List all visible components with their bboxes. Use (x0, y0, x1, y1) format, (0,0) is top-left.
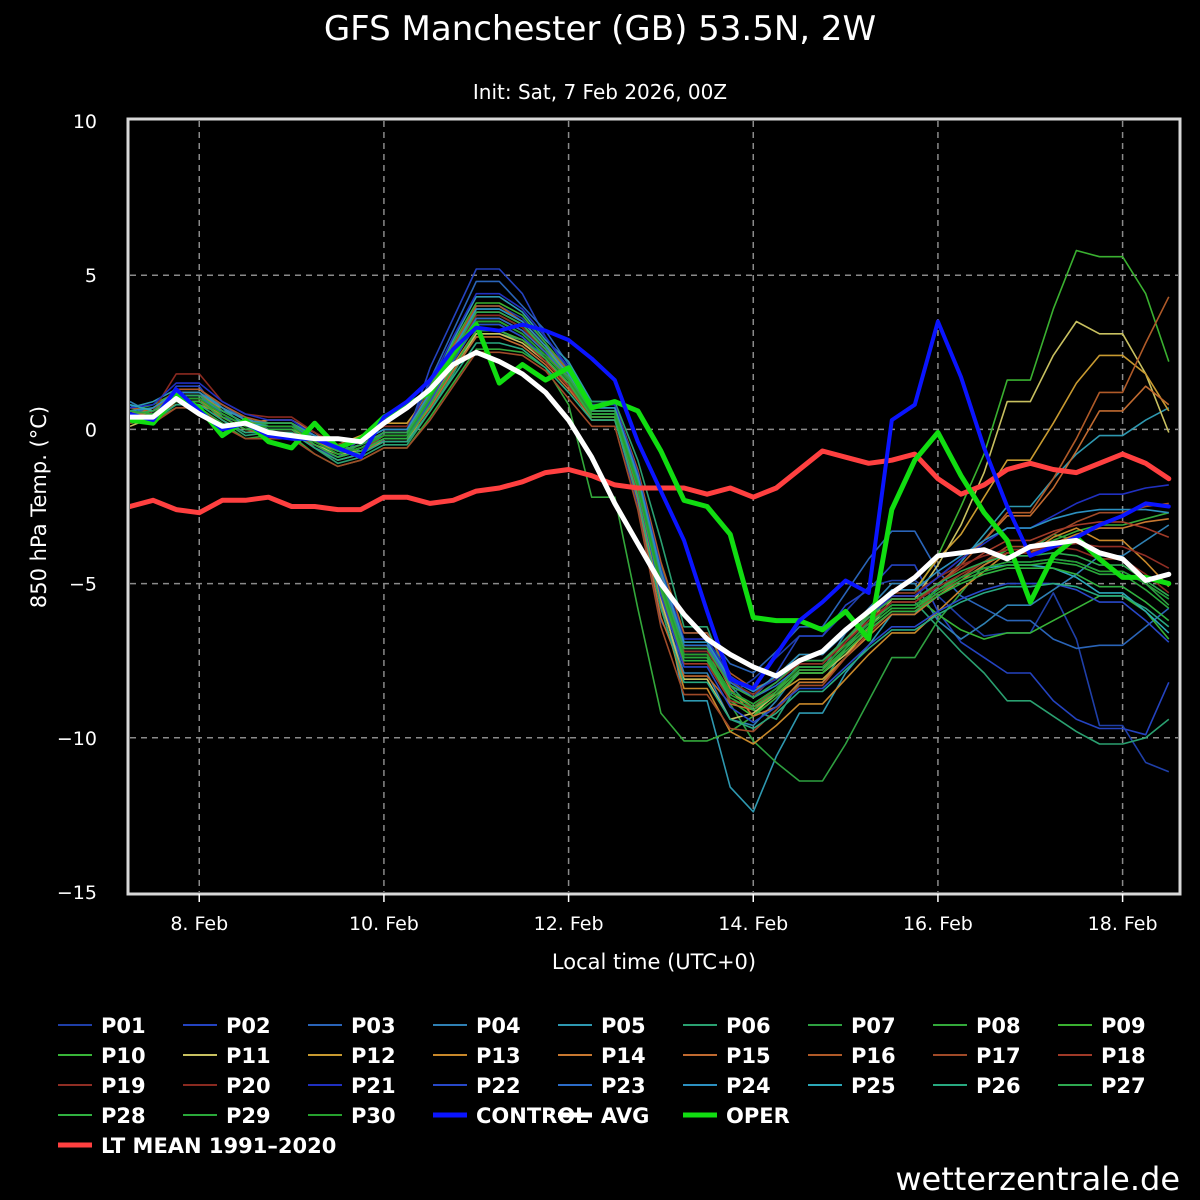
legend-label: P25 (851, 1074, 896, 1098)
legend-label: P21 (351, 1074, 396, 1098)
legend-label: OPER (726, 1104, 790, 1128)
x-tick-label: 12. Feb (534, 913, 604, 935)
y-tick-label: −15 (57, 882, 97, 904)
y-tick-label: −10 (57, 728, 97, 750)
legend-label: P27 (1101, 1074, 1146, 1098)
legend-label: P10 (101, 1044, 146, 1068)
legend-label: P09 (1101, 1014, 1146, 1038)
legend-label: P07 (851, 1014, 896, 1038)
legend-label: P06 (726, 1014, 771, 1038)
legend-label: P04 (476, 1014, 521, 1038)
legend-label: P02 (226, 1014, 271, 1038)
main-series (130, 319, 1172, 691)
legend-label: P13 (476, 1044, 521, 1068)
x-tick-label: 10. Feb (349, 913, 419, 935)
x-axis-ticks: 8. Feb 10. Feb 12. Feb 14. Feb 16. Feb 18. Fe… (170, 894, 1158, 935)
series-line-avg (130, 349, 1172, 679)
y-tick-label: 10 (73, 111, 97, 133)
legend-label: P29 (226, 1104, 271, 1128)
y-tick-label: 0 (85, 419, 97, 441)
y-axis-ticks: 10 5 0 −5 −10 −15 (57, 111, 97, 904)
legend-label: AVG (601, 1104, 649, 1128)
legend-label: LT MEAN 1991–2020 (101, 1134, 336, 1158)
legend-label: P30 (351, 1104, 396, 1128)
legend-label: P24 (726, 1074, 771, 1098)
legend-label: P15 (726, 1044, 771, 1068)
legend-label: P23 (601, 1074, 646, 1098)
legend-label: P26 (976, 1074, 1021, 1098)
y-tick-label: −5 (69, 574, 97, 596)
x-tick-label: 16. Feb (903, 913, 973, 935)
x-tick-label: 14. Feb (718, 913, 788, 935)
legend-label: P20 (226, 1074, 271, 1098)
legend-label: P28 (101, 1104, 146, 1128)
legend-label: P22 (476, 1074, 521, 1098)
x-tick-label: 8. Feb (170, 913, 228, 935)
legend-label: P14 (601, 1044, 646, 1068)
legend-label: P01 (101, 1014, 146, 1038)
legend-label: P18 (1101, 1044, 1146, 1068)
grid-lines (130, 121, 1178, 892)
legend-label: P11 (226, 1044, 271, 1068)
chart-title: GFS Manchester (GB) 53.5N, 2W (324, 9, 876, 49)
legend-label: P08 (976, 1014, 1021, 1038)
legend-label: P17 (976, 1044, 1021, 1068)
legend-label: P03 (351, 1014, 396, 1038)
legend-label: P16 (851, 1044, 896, 1068)
x-axis-label: Local time (UTC+0) (552, 950, 756, 974)
legend-label: P19 (101, 1074, 146, 1098)
y-tick-label: 5 (85, 265, 97, 287)
site-brand: wetterzentrale.de (895, 1160, 1180, 1198)
legend-label: P12 (351, 1044, 396, 1068)
legend: P01 P02 P03 P04 P05 P06 P07 P08 P09 P10 P11 P12 P13 P… (58, 1014, 1146, 1158)
x-tick-label: 18. Feb (1088, 913, 1158, 935)
legend-label: P05 (601, 1014, 646, 1038)
y-axis-label: 850 hPa Temp. (°C) (27, 406, 51, 608)
series-line-p24 (130, 308, 1169, 693)
chart-subtitle: Init: Sat, 7 Feb 2026, 00Z (473, 80, 727, 104)
